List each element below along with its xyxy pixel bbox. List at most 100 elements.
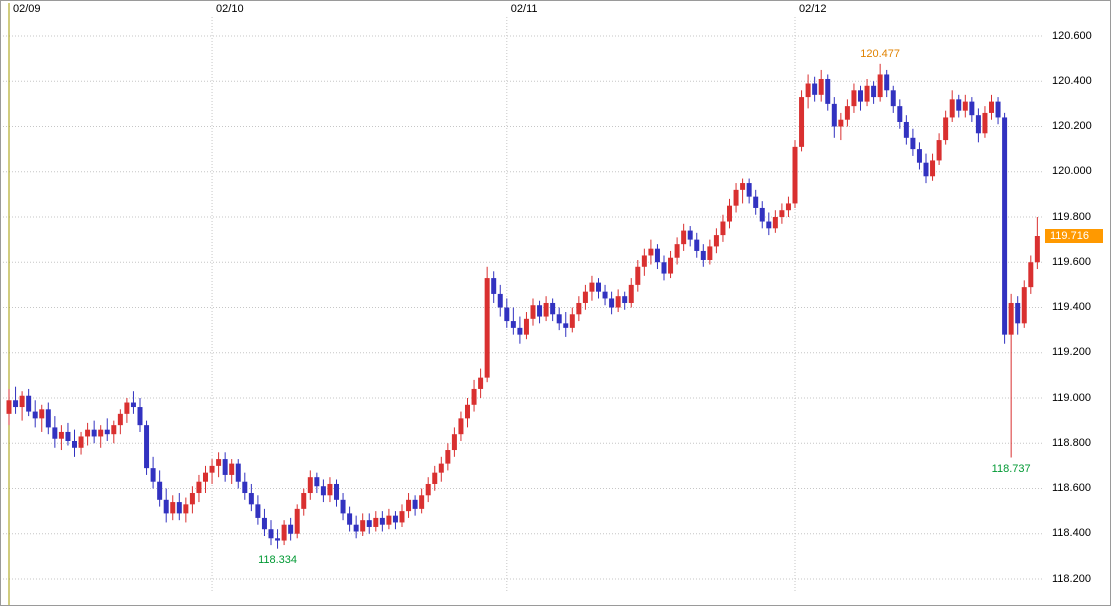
- candle-body: [785, 203, 791, 211]
- candle-body: [268, 529, 274, 539]
- candle: [674, 237, 680, 265]
- candle-body: [294, 508, 300, 534]
- candle-body: [510, 321, 516, 328]
- candle: [275, 529, 281, 549]
- candle: [982, 106, 988, 138]
- candle-body: [1008, 302, 1014, 335]
- candle: [949, 90, 955, 122]
- candle-body: [753, 196, 759, 208]
- candle: [150, 456, 156, 489]
- price-axis-label: 120.200: [1052, 120, 1092, 132]
- candle: [465, 398, 470, 428]
- candle-body: [969, 101, 975, 116]
- candle-body: [150, 468, 156, 482]
- candle: [242, 472, 248, 500]
- candle-body: [327, 483, 333, 496]
- candle-body: [864, 85, 870, 102]
- candle-body: [1021, 287, 1027, 324]
- candle: [432, 465, 438, 491]
- candle-body: [596, 282, 601, 292]
- price-axis-label: 119.800: [1052, 210, 1091, 223]
- candle: [327, 477, 333, 503]
- date-label: 02/11: [510, 3, 538, 15]
- candle: [406, 493, 412, 518]
- candle-body: [582, 291, 588, 303]
- current-price-tag: 119.716: [1045, 229, 1103, 243]
- candle: [563, 312, 569, 337]
- candle: [609, 291, 615, 315]
- candle-body: [281, 524, 287, 541]
- candle: [635, 259, 641, 292]
- candle: [916, 142, 922, 170]
- candle: [1002, 112, 1008, 344]
- candle: [897, 99, 903, 129]
- candle: [288, 517, 294, 541]
- candle: [294, 504, 300, 539]
- candle: [1008, 293, 1014, 458]
- candle-body: [838, 119, 844, 127]
- candle: [248, 483, 254, 512]
- candle-body: [451, 434, 457, 451]
- candle-body: [871, 85, 877, 98]
- candle: [170, 495, 176, 521]
- candle-body: [1002, 117, 1008, 335]
- candle: [537, 300, 543, 324]
- candle-body: [425, 483, 431, 496]
- candle-body: [530, 305, 536, 319]
- candle: [543, 296, 549, 322]
- candle: [523, 312, 529, 340]
- candle: [425, 477, 431, 503]
- candle-body: [995, 101, 1001, 118]
- candle: [32, 400, 38, 428]
- candle: [85, 422, 91, 446]
- candle-body: [255, 504, 261, 518]
- candle: [39, 404, 45, 432]
- candle: [858, 85, 863, 111]
- candle-body: [130, 402, 136, 408]
- candle-body: [248, 493, 254, 505]
- candle-body: [779, 210, 785, 217]
- candle-body: [707, 246, 713, 260]
- candle-body: [412, 499, 418, 509]
- candle: [353, 515, 359, 539]
- candle-body: [91, 429, 97, 437]
- candle-body: [923, 162, 929, 177]
- candle: [26, 388, 32, 417]
- candle-body: [19, 395, 25, 408]
- candle-body: [320, 486, 326, 496]
- candle-body: [432, 472, 438, 484]
- candle: [124, 398, 130, 423]
- candle-body: [694, 239, 700, 251]
- candle-body: [13, 400, 19, 408]
- candle-body: [471, 388, 477, 405]
- candle: [419, 488, 425, 514]
- candle-body: [602, 291, 608, 299]
- candle: [975, 108, 981, 143]
- candle-body: [943, 117, 949, 141]
- candle-body: [438, 463, 444, 473]
- candle-body: [975, 115, 981, 134]
- candle-body: [235, 463, 241, 482]
- candle-body: [307, 477, 313, 494]
- candle: [6, 388, 12, 426]
- candle-body: [641, 255, 647, 267]
- candle: [596, 278, 601, 299]
- candle-body: [386, 515, 392, 525]
- candle: [517, 316, 523, 344]
- candle-body: [157, 481, 163, 500]
- candle: [851, 83, 857, 113]
- candle: [668, 250, 674, 279]
- candle-body: [484, 278, 490, 378]
- candle-body: [124, 402, 130, 414]
- candle: [111, 420, 117, 444]
- candle: [622, 291, 628, 310]
- candle-body: [556, 314, 562, 324]
- price-axis-label: 118.200: [1052, 572, 1091, 585]
- candle: [713, 228, 719, 254]
- candle-body: [39, 409, 45, 419]
- candle: [556, 307, 562, 331]
- candle: [445, 443, 451, 471]
- candle: [641, 248, 647, 276]
- candle-body: [26, 395, 32, 412]
